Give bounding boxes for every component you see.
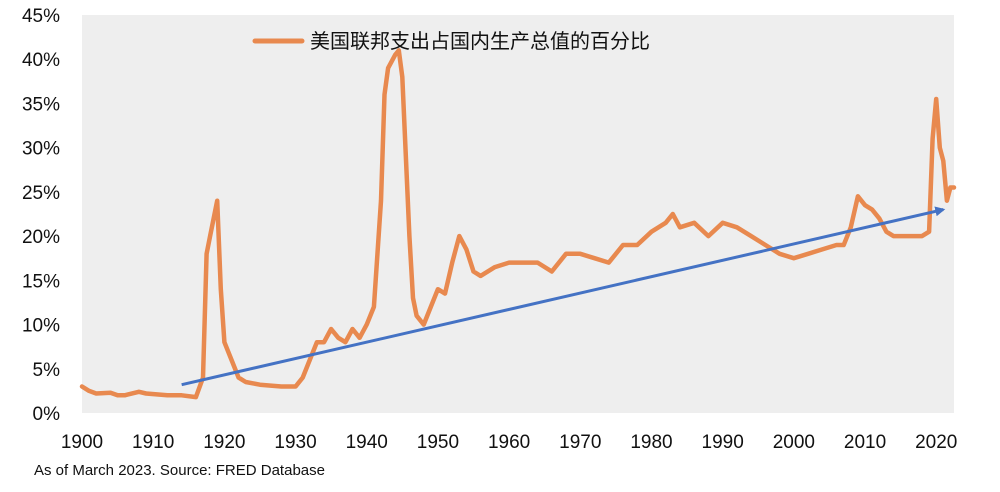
x-tick-label: 1970 (559, 432, 601, 453)
x-tick-label: 1980 (630, 432, 672, 453)
x-tick-label: 1910 (132, 432, 174, 453)
x-tick-label: 2000 (773, 432, 815, 453)
x-tick-label: 1990 (702, 432, 744, 453)
y-tick-label: 40% (22, 50, 60, 71)
x-tick-label: 1950 (417, 432, 459, 453)
x-axis: 1900 1910 1920 1930 1940 1950 1960 1970 1980 1990… (61, 432, 957, 453)
legend: 美国联邦支出占国内生产总值的百分比 (252, 29, 650, 53)
x-tick-label: 1920 (203, 432, 245, 453)
x-tick-label: 1930 (274, 432, 316, 453)
y-tick-label: 5% (33, 360, 61, 381)
y-tick-label: 30% (22, 139, 60, 160)
y-tick-label: 15% (22, 271, 60, 292)
legend-label: 美国联邦支出占国内生产总值的百分比 (310, 29, 650, 53)
y-tick-label: 45% (22, 6, 60, 27)
y-tick-label: 25% (22, 183, 60, 204)
y-tick-label: 35% (22, 94, 60, 115)
series-layer (79, 48, 957, 400)
x-tick-label: 1940 (346, 432, 388, 453)
annotation-layer (181, 206, 946, 387)
x-tick-label: 2010 (844, 432, 886, 453)
x-tick-label: 2020 (915, 432, 957, 453)
y-tick-label: 20% (22, 227, 60, 248)
y-tick-label: 10% (22, 316, 60, 337)
x-tick-label: 1900 (61, 432, 103, 453)
series-line (79, 48, 957, 400)
trend-arrow (181, 206, 946, 387)
source-note: As of March 2023. Source: FRED Database (34, 462, 325, 479)
y-axis: 0% 5% 10% 15% 20% 25% 30% 35% 40% 45% (22, 6, 60, 425)
y-tick-label: 0% (33, 404, 61, 425)
x-tick-label: 1960 (488, 432, 530, 453)
